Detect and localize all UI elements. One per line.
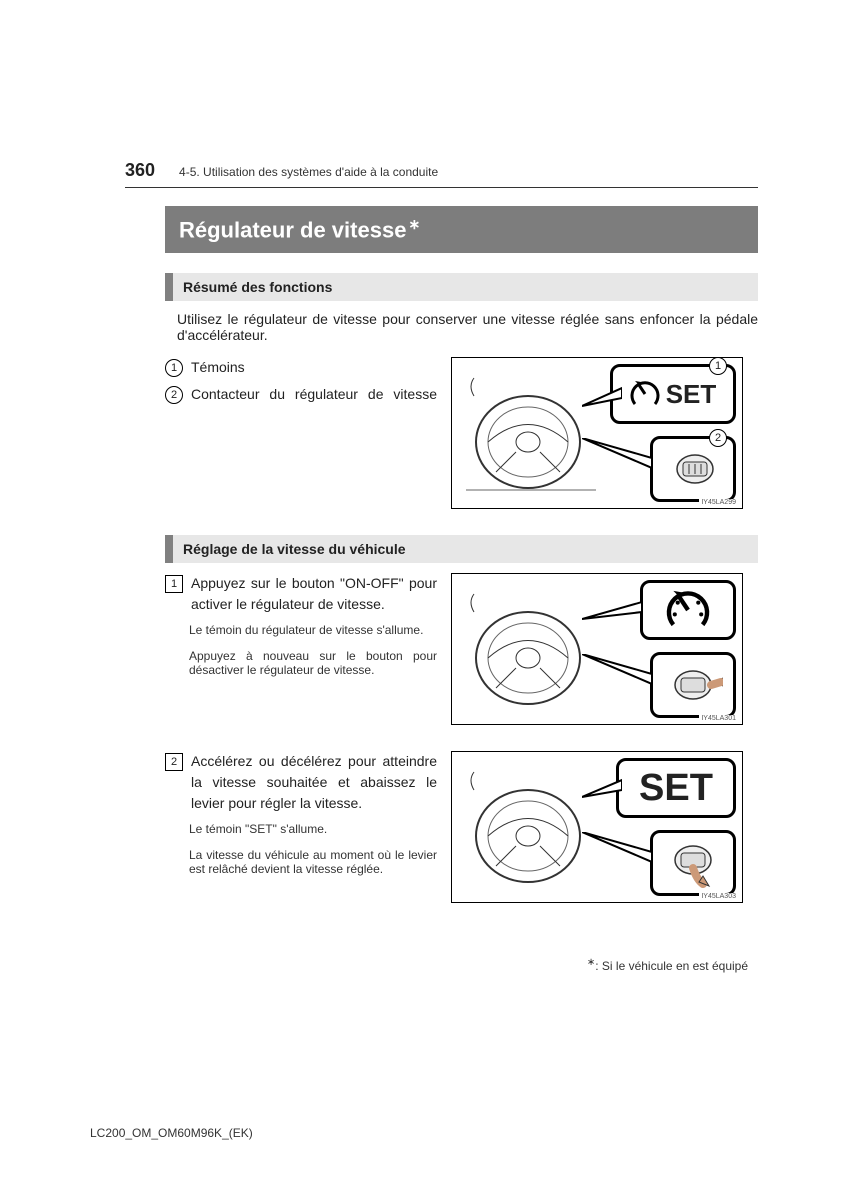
step-2: 2 Accélérez ou décélérez pour atteindre … — [165, 751, 437, 814]
callout-tail-icon — [582, 438, 652, 478]
callout-tail-icon — [582, 832, 652, 872]
cruise-lever-press-icon — [663, 660, 723, 710]
figure-3: SET IY45LA303 — [451, 751, 743, 903]
list-item-1: 1 Témoins — [165, 357, 437, 378]
callout-tail-icon — [582, 594, 642, 634]
circle-number-icon: 2 — [165, 386, 183, 404]
cruise-lever-down-icon — [663, 838, 723, 888]
figure-1: 1 SET 2 — [451, 357, 743, 509]
page-title: Régulateur de vitesse∗ — [165, 206, 758, 253]
step-text: Appuyez sur le bouton "ON-OFF" pour acti… — [191, 573, 437, 615]
footnote: ∗: Si le véhicule en est équipé — [125, 957, 748, 973]
page-header: 360 4-5. Utilisation des systèmes d'aide… — [125, 160, 758, 188]
subheader-summary: Résumé des fonctions — [165, 273, 758, 301]
list-item-2: 2 Contacteur du régulateur de vitesse — [165, 384, 437, 405]
footnote-text: : Si le véhicule en est équipé — [595, 959, 748, 973]
speedometer-icon — [630, 379, 660, 409]
callout-indicator: 1 SET — [610, 364, 736, 424]
callout-set: SET — [616, 758, 736, 818]
callout-tail-icon — [582, 378, 622, 428]
document-code: LC200_OM_OM60M96K_(EK) — [90, 1126, 253, 1140]
step-subtext: Le témoin "SET" s'allume. — [189, 822, 437, 836]
set-label: SET — [666, 379, 717, 410]
steering-wheel-icon — [466, 588, 596, 712]
section-path: 4-5. Utilisation des systèmes d'aide à l… — [179, 165, 438, 179]
list-text: Témoins — [191, 357, 437, 378]
callout-switch — [650, 652, 736, 718]
callout-switch — [650, 830, 736, 896]
callout-indicator — [640, 580, 736, 640]
step-subtext: Le témoin du régulateur de vitesse s'all… — [189, 623, 437, 637]
callout-number-icon: 2 — [709, 429, 727, 447]
title-text: Régulateur de vitesse — [179, 217, 406, 242]
steering-wheel-icon — [466, 766, 596, 890]
figure-caption: IY45LA299 — [699, 499, 738, 506]
subheader-setting: Réglage de la vitesse du véhicule — [165, 535, 758, 563]
callout-number-icon: 1 — [709, 357, 727, 375]
footnote-star-icon: ∗ — [587, 957, 595, 968]
square-number-icon: 1 — [165, 575, 183, 593]
step-subtext: La vitesse du véhicule au moment où le l… — [189, 848, 437, 876]
callout-tail-icon — [582, 654, 652, 694]
title-star: ∗ — [408, 216, 420, 232]
step-subtext: Appuyez à nouveau sur le bouton pour dés… — [189, 649, 437, 677]
figure-caption: IY45LA303 — [699, 893, 738, 900]
page-number: 360 — [125, 160, 155, 181]
callout-tail-icon — [582, 772, 622, 812]
step-text: Accélérez ou décélérez pour atteindre la… — [191, 751, 437, 814]
step-1: 1 Appuyez sur le bouton "ON-OFF" pour ac… — [165, 573, 437, 615]
figure-caption: IY45LA301 — [699, 715, 738, 722]
list-text: Contacteur du régulateur de vitesse — [191, 384, 437, 405]
speedometer-icon — [666, 588, 710, 632]
figure-2: IY45LA301 — [451, 573, 743, 725]
circle-number-icon: 1 — [165, 359, 183, 377]
set-label: SET — [639, 767, 713, 810]
intro-text: Utilisez le régulateur de vitesse pour c… — [177, 311, 758, 343]
callout-switch: 2 — [650, 436, 736, 502]
cruise-lever-icon — [663, 444, 723, 494]
square-number-icon: 2 — [165, 753, 183, 771]
steering-wheel-icon — [466, 372, 596, 496]
